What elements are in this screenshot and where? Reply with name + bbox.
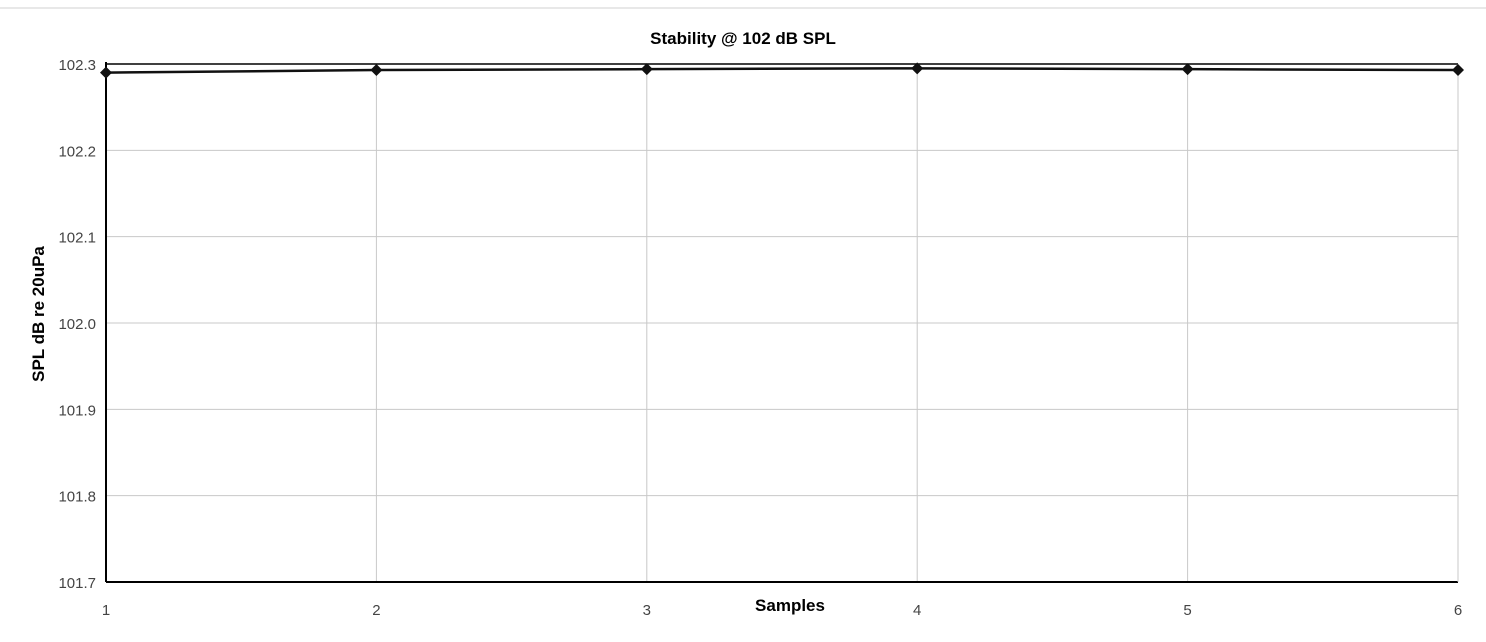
data-point-marker [1181,63,1194,76]
chart-title: Stability @ 102 dB SPL [650,29,836,48]
y-tick-label: 102.1 [58,230,96,247]
x-tick-label: 2 [372,602,380,619]
series-line [105,67,1459,74]
x-tick-label: 3 [643,602,651,619]
x-tick-label: 4 [913,602,921,619]
data-point-marker [911,62,924,75]
x-tick-label: 1 [102,602,110,619]
data-point-marker [100,66,112,79]
y-tick-label: 101.9 [58,402,96,419]
x-axis-label: Samples [755,596,825,615]
data-point-marker [1452,64,1464,77]
data-point-marker [370,64,383,77]
axis-layer [105,62,1459,583]
y-tick-label: 101.7 [58,575,96,592]
x-tick-label: 6 [1454,602,1462,619]
tick-label-layer: 102.3 102.2 102.1 102.0 101.9 101.8 101.7 1 2 3 4 5… [58,57,1462,619]
y-tick-label: 102.3 [58,57,96,74]
y-axis-label: SPL dB re 20uPa [29,246,48,382]
y-tick-label: 101.8 [58,489,96,506]
grid-layer [106,64,1458,582]
y-tick-label: 102.2 [58,143,96,160]
x-tick-label: 5 [1183,602,1191,619]
series-layer [100,62,1464,79]
data-point-marker [640,63,653,76]
y-tick-label: 102.0 [58,316,96,333]
